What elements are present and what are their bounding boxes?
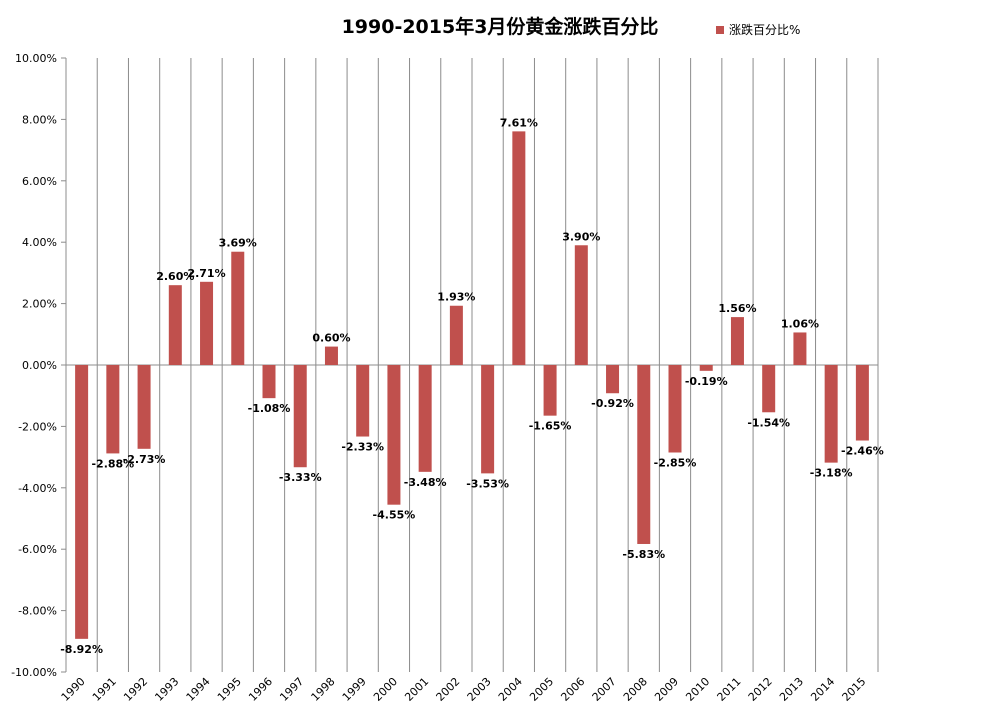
x-tick-label: 2012 — [746, 675, 775, 704]
x-tick-label: 1991 — [90, 675, 119, 704]
bar — [793, 332, 807, 365]
data-label: -2.46% — [841, 445, 884, 458]
x-tick-label: 2009 — [652, 675, 681, 704]
bar — [387, 365, 401, 505]
y-tick-label: -10.00% — [11, 666, 57, 679]
x-tick-label: 2014 — [808, 675, 837, 704]
legend-label: 涨跌百分比% — [729, 23, 801, 37]
bar — [543, 365, 557, 416]
bar — [574, 245, 588, 365]
x-tick-label: 2001 — [402, 675, 431, 704]
data-label: -2.33% — [341, 441, 384, 454]
y-tick-label: -2.00% — [18, 420, 57, 433]
bar — [137, 365, 151, 449]
data-label: -1.54% — [747, 416, 790, 429]
bar — [356, 365, 370, 437]
y-tick-label: -6.00% — [18, 543, 57, 556]
data-label: 3.90% — [562, 230, 600, 243]
legend: 涨跌百分比% — [716, 21, 800, 38]
bar — [200, 281, 214, 365]
x-tick-label: 2015 — [840, 675, 869, 704]
data-label: -3.48% — [404, 476, 447, 489]
data-label: -3.33% — [279, 471, 322, 484]
bar — [262, 365, 276, 399]
bar — [730, 317, 744, 365]
data-label: -0.19% — [685, 375, 728, 388]
data-label: -2.85% — [654, 456, 697, 469]
y-tick-label: 2.00% — [22, 298, 57, 311]
data-label: -1.65% — [529, 420, 572, 433]
data-label: 0.60% — [312, 332, 350, 345]
data-label: 1.06% — [781, 317, 819, 330]
x-tick-label: 1999 — [340, 675, 369, 704]
x-tick-label: 2006 — [558, 675, 587, 704]
bar — [699, 365, 713, 371]
data-label: -0.92% — [591, 397, 634, 410]
y-tick-label: -4.00% — [18, 482, 57, 495]
x-tick-label: 1996 — [246, 675, 275, 704]
x-tick-label: 2011 — [715, 675, 744, 704]
bar — [606, 365, 620, 394]
chart-title: 1990-2015年3月份黄金涨跌百分比 — [341, 16, 659, 38]
bar — [855, 365, 869, 441]
x-tick-label: 1998 — [309, 675, 338, 704]
data-label: -2.88% — [91, 457, 134, 470]
x-tick-label: 2003 — [465, 675, 494, 704]
y-tick-label: 4.00% — [22, 236, 57, 249]
x-tick-label: 1994 — [184, 675, 213, 704]
y-tick-label: 6.00% — [22, 175, 57, 188]
bar — [668, 365, 682, 453]
x-tick-label: 1990 — [59, 675, 88, 704]
bar — [293, 365, 307, 468]
x-tick-label: 2008 — [621, 675, 650, 704]
x-tick-label: 2010 — [683, 675, 712, 704]
data-label: -1.08% — [248, 402, 291, 415]
bar — [418, 365, 432, 472]
bar — [106, 365, 120, 454]
bar — [168, 285, 182, 365]
data-label: 2.60% — [156, 270, 194, 283]
x-tick-label: 2005 — [527, 675, 556, 704]
data-label: -4.55% — [373, 509, 416, 522]
bar — [824, 365, 838, 463]
data-label: 1.93% — [437, 291, 475, 304]
bar — [762, 365, 776, 413]
bar — [637, 365, 651, 544]
data-label: -8.92% — [60, 643, 103, 656]
legend-swatch — [716, 25, 724, 34]
y-tick-label: -8.00% — [18, 605, 57, 618]
data-label: -2.73% — [123, 453, 166, 466]
data-label: 1.56% — [718, 302, 756, 315]
x-tick-label: 2000 — [371, 675, 400, 704]
data-label: 7.61% — [500, 116, 538, 129]
x-tick-label: 1993 — [152, 675, 181, 704]
data-label: -3.53% — [466, 477, 509, 490]
data-label: 2.71% — [187, 267, 225, 280]
bar — [75, 365, 89, 639]
x-tick-label: 2004 — [496, 675, 525, 704]
y-tick-label: 0.00% — [22, 359, 57, 372]
x-tick-label: 2007 — [590, 675, 619, 704]
bar — [512, 131, 526, 365]
x-tick-label: 1992 — [121, 675, 150, 704]
bar — [449, 305, 463, 365]
bar — [481, 365, 495, 474]
y-tick-label: 8.00% — [22, 113, 57, 126]
data-label: -3.18% — [810, 467, 853, 480]
bar — [324, 346, 338, 365]
x-tick-label: 1995 — [215, 675, 244, 704]
data-label: -5.83% — [622, 548, 665, 561]
x-tick-label: 2013 — [777, 675, 806, 704]
data-label: 3.69% — [219, 237, 257, 250]
bar — [231, 251, 245, 365]
y-tick-label: 10.00% — [15, 52, 57, 65]
x-tick-label: 2002 — [434, 675, 463, 704]
x-tick-label: 1997 — [277, 675, 306, 704]
